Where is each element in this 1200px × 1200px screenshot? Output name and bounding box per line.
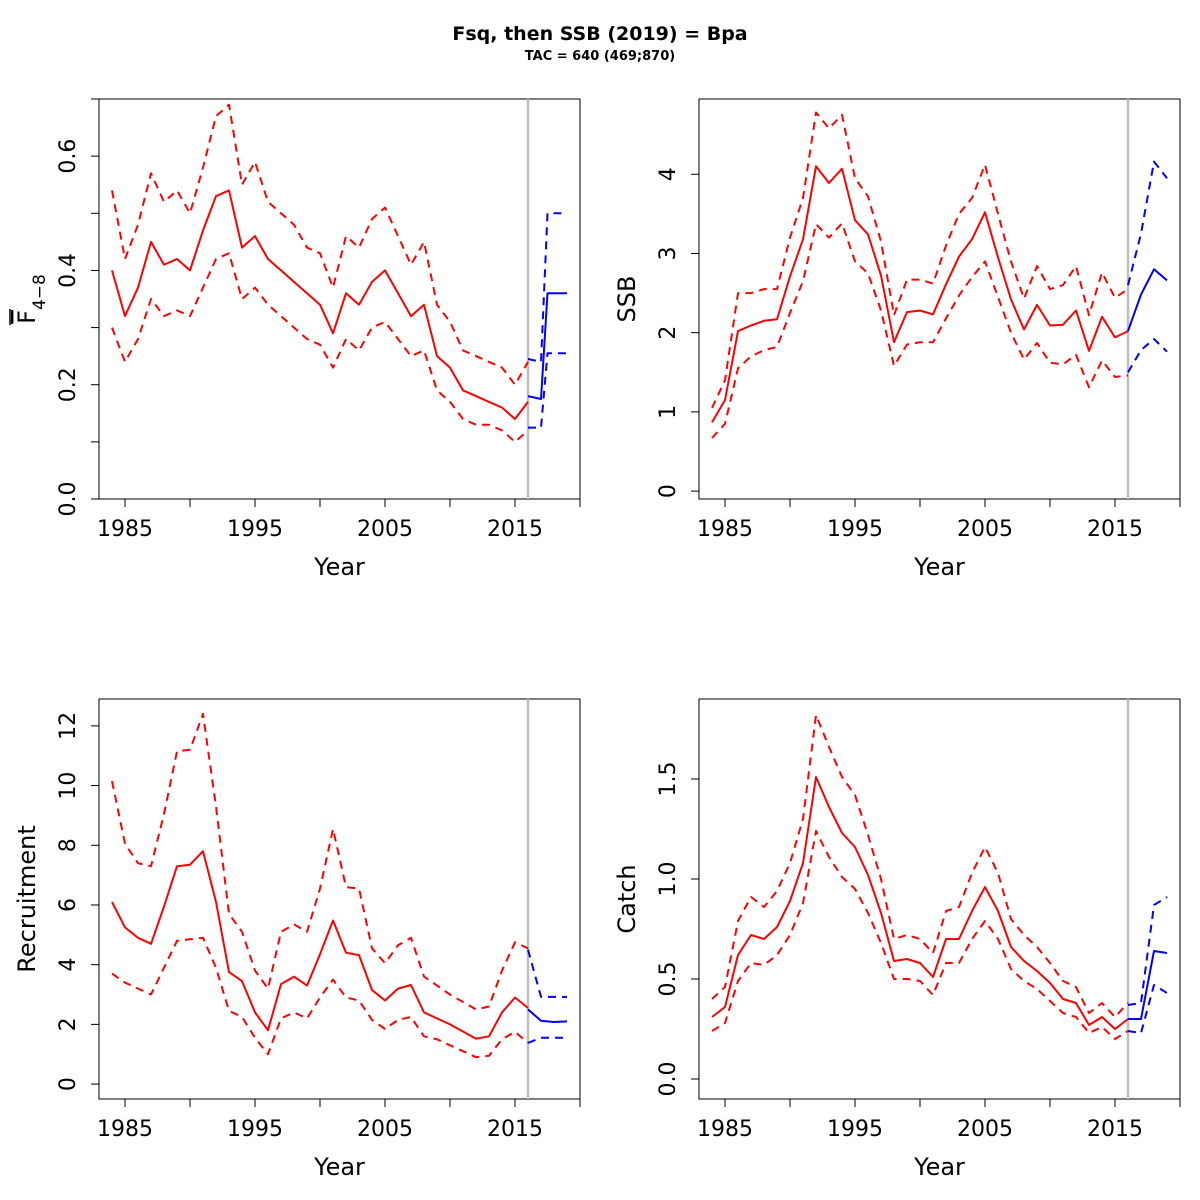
recruitment-y-tick-label: 8 xyxy=(56,838,81,852)
recruitment-y-tick-label: 10 xyxy=(56,772,81,800)
catch-x-axis-title: Year xyxy=(913,1153,965,1181)
ssb-forecast-upper-line xyxy=(1127,160,1168,286)
catch-y-tick-label: 0.0 xyxy=(656,1062,681,1097)
f-x-tick-label: 2015 xyxy=(487,517,543,542)
f-panel: 1985 1995 2005 2015 0.0 0.2 0.4 0.6 Year F4−8 xyxy=(9,98,581,581)
catch-historical-upper-line xyxy=(711,714,1129,1018)
f-historical-upper-line xyxy=(111,103,529,386)
ssb-y-tick-label: 0 xyxy=(656,484,681,498)
catch-historical-lower-line xyxy=(711,830,1129,1040)
recruitment-x-tick-label: 2015 xyxy=(487,1117,543,1142)
recruitment-x-axis-title: Year xyxy=(313,1153,365,1181)
recruitment-y-tick-label: 4 xyxy=(56,958,81,972)
catch-y-tick-label: 1.0 xyxy=(656,862,681,897)
catch-forecast-upper-line xyxy=(1127,896,1168,1006)
catch-x-tick-label: 2005 xyxy=(957,1117,1013,1142)
recruitment-x-tick-label: 1985 xyxy=(97,1117,153,1142)
recruitment-x-tick-label: 2005 xyxy=(357,1117,413,1142)
f-historical-lower-line xyxy=(111,252,529,443)
recruitment-y-tick-label: 6 xyxy=(56,898,81,912)
ssb-y-axis-title: SSB xyxy=(613,276,641,323)
ssb-x-tick-label: 2005 xyxy=(957,517,1013,542)
recruitment-panel: 1985 1995 2005 2015 0 2 4 6 8 10 12 Year Recruitment xyxy=(13,698,581,1181)
catch-y-tick-label: 1.5 xyxy=(656,762,681,797)
f-x-tick-label: 1995 xyxy=(227,517,283,542)
ssb-historical-estimate-line xyxy=(711,165,1129,423)
ssb-panel: 1985 1995 2005 2015 0 1 2 3 4 Year SSB xyxy=(613,98,1181,581)
ssb-y-tick-label: 2 xyxy=(656,326,681,340)
ssb-y-tick-label: 1 xyxy=(656,405,681,419)
ssb-forecast-lower-line xyxy=(1127,338,1168,373)
f-y-tick-label: 0.2 xyxy=(56,367,81,402)
f-forecast-lower-line xyxy=(528,352,567,429)
recruitment-y-tick-label: 2 xyxy=(56,1017,81,1031)
recruitment-forecast-estimate-line xyxy=(527,1008,568,1023)
recruitment-y-tick-label: 12 xyxy=(56,712,81,740)
figure-title: Fsq, then SSB (2019) = Bpa xyxy=(452,23,747,45)
f-y-tick-label: 0.0 xyxy=(56,482,81,517)
catch-historical-estimate-line xyxy=(711,776,1129,1030)
recruitment-y-axis-title: Recruitment xyxy=(13,825,41,972)
ssb-plot-frame xyxy=(698,98,1181,500)
ssb-forecast-estimate-line xyxy=(1127,268,1168,332)
f-x-tick-label: 2005 xyxy=(357,517,413,542)
f-x-tick-label: 1985 xyxy=(97,517,153,542)
f-y-tick-label: 0.4 xyxy=(56,253,81,288)
ssb-x-axis-title: Year xyxy=(913,553,965,581)
catch-y-axis-title: Catch xyxy=(613,864,641,933)
catch-x-tick-label: 1985 xyxy=(697,1117,753,1142)
ssb-x-tick-label: 1985 xyxy=(697,517,753,542)
ssb-y-tick-label: 3 xyxy=(656,246,681,260)
ssb-historical-lower-line xyxy=(711,222,1129,439)
f-x-axis-title: Year xyxy=(313,553,365,581)
ssb-historical-upper-line xyxy=(711,111,1129,409)
catch-panel: 1985 1995 2005 2015 0.0 0.5 1.0 1.5 Year Catch xyxy=(613,698,1181,1181)
recruitment-forecast-lower-line xyxy=(527,1036,567,1044)
figure-subtitle: TAC = 640 (469;870) xyxy=(525,49,675,64)
f-y-tick-label: 0.6 xyxy=(56,139,81,174)
f-forecast-upper-line xyxy=(527,212,567,363)
recruitment-historical-upper-line xyxy=(111,712,529,1011)
catch-x-tick-label: 2015 xyxy=(1087,1117,1143,1142)
catch-x-tick-label: 1995 xyxy=(827,1117,883,1142)
catch-forecast-lower-line xyxy=(1127,984,1168,1034)
catch-plot-frame xyxy=(698,698,1181,1100)
f-historical-estimate-line xyxy=(111,189,529,420)
catch-y-tick-label: 0.5 xyxy=(656,962,681,997)
ssb-x-tick-label: 2015 xyxy=(1087,517,1143,542)
recruitment-y-tick-label: 0 xyxy=(56,1077,81,1091)
f-y-axis-title: F4−8 xyxy=(13,274,50,324)
recruitment-historical-estimate-line xyxy=(111,850,529,1040)
f-age-range-subscript: 4−8 xyxy=(30,274,50,310)
recruitment-forecast-upper-line xyxy=(527,949,567,998)
f-plot-frame xyxy=(98,98,581,500)
f-forecast-estimate-line xyxy=(527,292,567,400)
ssb-x-tick-label: 1995 xyxy=(827,517,883,542)
f-bar-symbol: F xyxy=(13,310,41,324)
recruitment-plot-frame xyxy=(98,698,581,1100)
catch-forecast-estimate-line xyxy=(1128,950,1168,1020)
recruitment-x-tick-label: 1995 xyxy=(227,1117,283,1142)
ssb-y-tick-label: 4 xyxy=(656,167,681,181)
